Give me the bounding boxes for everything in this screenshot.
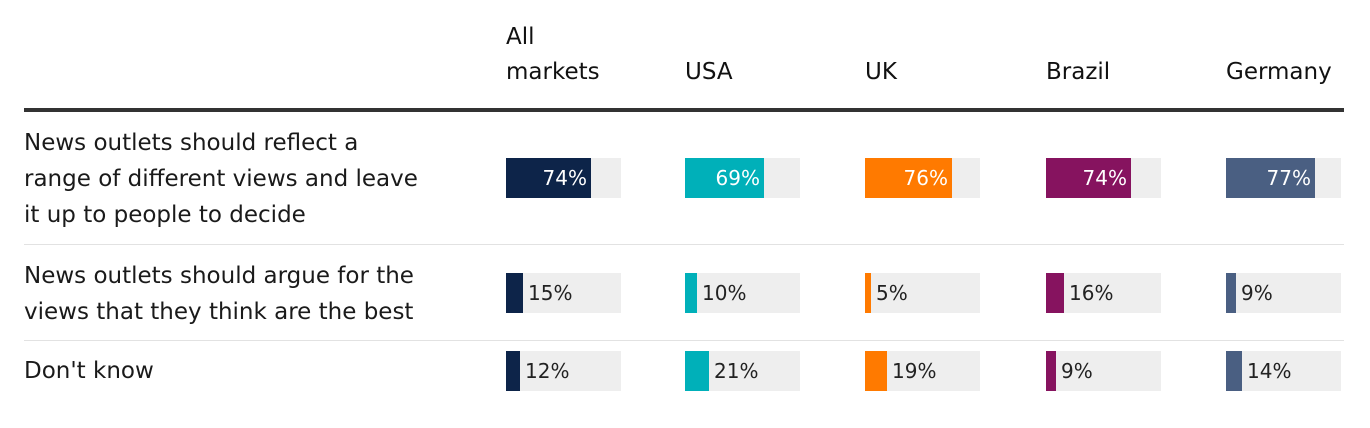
bar-track: 21% — [685, 351, 800, 391]
data-label: 69% — [715, 166, 760, 190]
column-header-line: UK — [865, 59, 897, 85]
row-label-line: Don't know — [24, 358, 154, 384]
data-label: 74% — [1082, 166, 1127, 190]
bar-track: 74% — [1046, 158, 1161, 198]
row-label-line: range of different views and leave — [24, 166, 418, 192]
bar — [1046, 158, 1131, 198]
row-label-line: it up to people to decide — [24, 202, 306, 228]
bar-track: 69% — [685, 158, 800, 198]
data-label: 15% — [528, 281, 573, 305]
bar — [685, 351, 709, 391]
bar — [865, 351, 887, 391]
bar — [865, 273, 871, 313]
data-label: 76% — [903, 166, 948, 190]
data-label: 9% — [1241, 281, 1273, 305]
row-label-line: views that they think are the best — [24, 299, 414, 325]
bar-track: 74% — [506, 158, 621, 198]
data-label: 9% — [1061, 359, 1093, 383]
bar — [685, 158, 764, 198]
row-divider — [24, 340, 1344, 341]
column-header: Brazil — [1046, 55, 1110, 90]
row-label-line: News outlets should reflect a — [24, 130, 359, 156]
column-header-line: All — [506, 24, 535, 50]
data-label: 19% — [892, 359, 937, 383]
data-label: 12% — [525, 359, 570, 383]
column-header: All markets — [506, 20, 600, 90]
row-label-line: News outlets should argue for the — [24, 263, 414, 289]
data-label: 21% — [714, 359, 759, 383]
row-label: Don't know — [24, 353, 464, 389]
bar — [865, 158, 952, 198]
bar — [1226, 351, 1242, 391]
data-label: 10% — [702, 281, 747, 305]
column-header-line: Brazil — [1046, 59, 1111, 85]
bar-track: 16% — [1046, 273, 1161, 313]
bar-track: 10% — [685, 273, 800, 313]
column-header-line: markets — [506, 59, 600, 85]
row-divider — [24, 244, 1344, 245]
bar-track: 9% — [1046, 351, 1161, 391]
bar-track: 12% — [506, 351, 621, 391]
bar-track: 14% — [1226, 351, 1341, 391]
data-label: 5% — [876, 281, 908, 305]
bar-track: 5% — [865, 273, 980, 313]
bar — [1046, 273, 1064, 313]
bar — [506, 158, 591, 198]
bar — [1046, 351, 1056, 391]
bar — [1226, 273, 1236, 313]
bar — [685, 273, 697, 313]
column-header: Germany — [1226, 55, 1332, 90]
bar-track: 76% — [865, 158, 980, 198]
data-label: 14% — [1247, 359, 1292, 383]
column-header-line: Germany — [1226, 59, 1332, 85]
bar — [1226, 158, 1315, 198]
bar — [506, 273, 523, 313]
row-label: News outlets should argue for the views t… — [24, 258, 464, 330]
data-label: 77% — [1266, 166, 1311, 190]
data-label: 74% — [542, 166, 587, 190]
row-label: News outlets should reflect a range of di… — [24, 125, 464, 233]
bar-track: 15% — [506, 273, 621, 313]
data-label: 16% — [1069, 281, 1114, 305]
bar-track: 9% — [1226, 273, 1341, 313]
bar-track: 19% — [865, 351, 980, 391]
bar — [506, 351, 520, 391]
bar-track: 77% — [1226, 158, 1341, 198]
column-header: USA — [685, 55, 733, 90]
header-rule — [24, 108, 1344, 112]
column-header: UK — [865, 55, 897, 90]
column-header-line: USA — [685, 59, 733, 85]
